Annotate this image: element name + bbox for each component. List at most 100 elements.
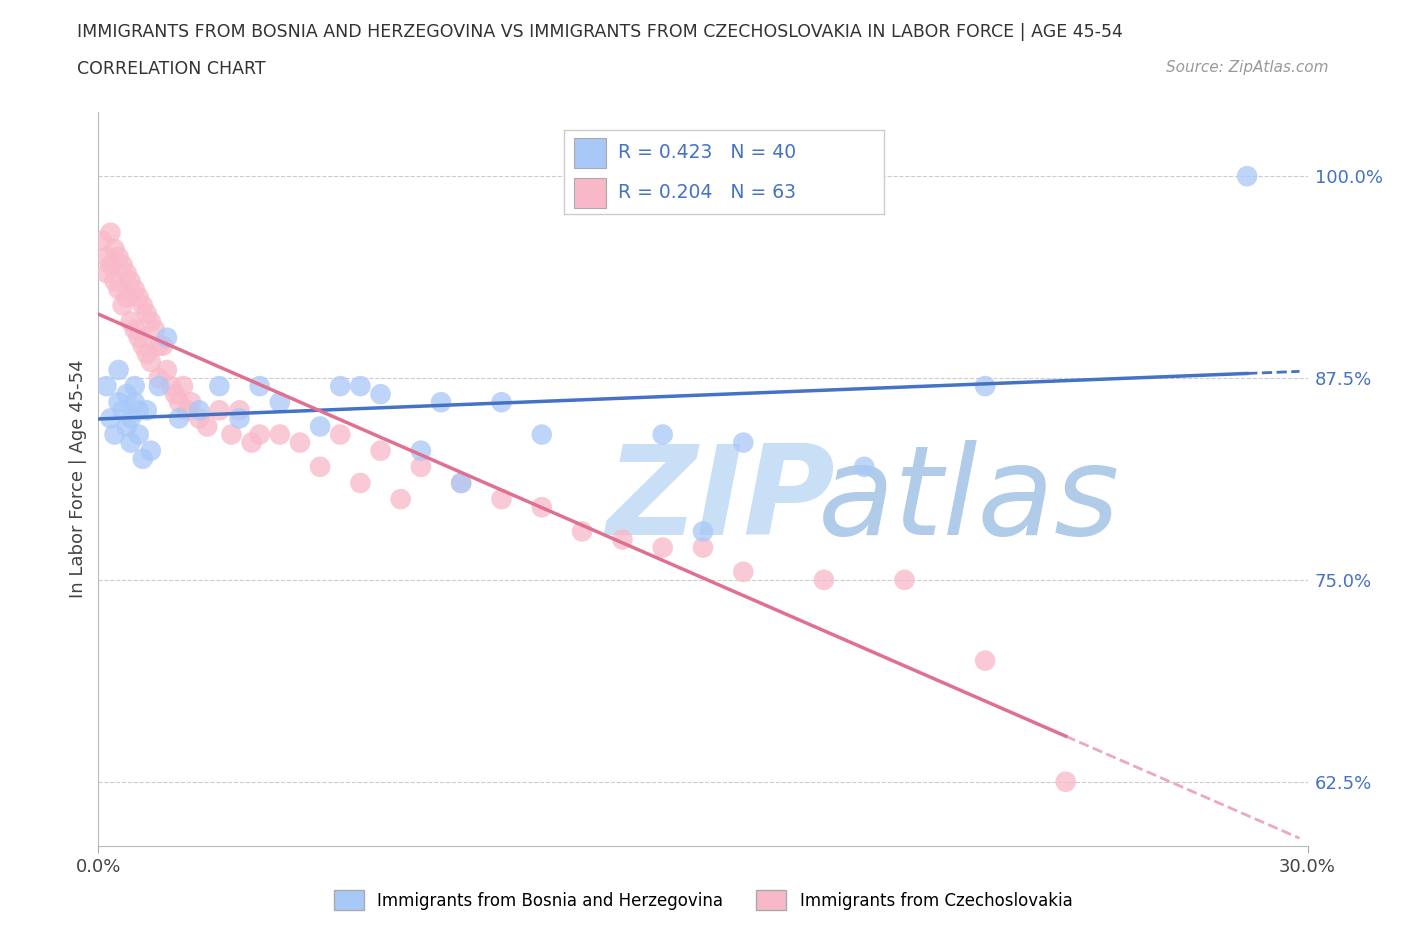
Point [103,427,125,442]
Point [107,249,129,264]
Point [208,379,231,393]
Point [111,258,134,272]
Point [135,403,157,418]
Point [370,444,392,458]
Text: Source: ZipAtlas.com: Source: ZipAtlas.com [1166,60,1329,75]
Point [128,330,150,345]
Point [128,290,150,305]
Point [167,411,190,426]
Point [111,403,134,418]
Point [249,427,271,442]
Point [128,427,150,442]
Point [111,298,134,312]
Point [893,573,915,588]
Text: IMMIGRANTS FROM BOSNIA AND HERZEGOVINA VS IMMIGRANTS FROM CZECHOSLOVAKIA IN LABO: IMMIGRANTS FROM BOSNIA AND HERZEGOVINA V… [77,23,1123,41]
Point [172,379,194,393]
Point [163,387,186,402]
Point [124,322,146,337]
Point [132,339,155,353]
Point [450,475,472,490]
Point [389,492,412,507]
Point [128,403,150,418]
Point [651,540,673,555]
Point [813,573,835,588]
Point [651,427,673,442]
Point [370,387,392,402]
Point [103,273,125,288]
Point [530,499,553,514]
Point [120,273,142,288]
Point [120,314,142,329]
Point [115,290,138,305]
Point [139,314,162,329]
Point [208,403,231,418]
Point [107,395,129,410]
Point [96,249,118,264]
Point [96,379,118,393]
Point [430,395,453,410]
Point [148,339,170,353]
Point [135,306,157,321]
Point [156,363,179,378]
Point [195,419,218,434]
Point [167,395,190,410]
Point [115,419,138,434]
Point [692,540,714,555]
Point [148,379,170,393]
Point [309,459,332,474]
Point [100,411,122,426]
Point [100,258,122,272]
Point [96,266,118,281]
Point [349,475,371,490]
Point [530,427,553,442]
Point [100,225,122,240]
Point [107,282,129,297]
Point [309,419,332,434]
Text: CORRELATION CHART: CORRELATION CHART [77,60,266,78]
Point [120,435,142,450]
Point [1054,775,1077,790]
Point [124,282,146,297]
Point [288,435,311,450]
Point [221,427,243,442]
Point [124,395,146,410]
Point [240,435,263,450]
Point [228,403,250,418]
Point [450,475,472,490]
Point [103,242,125,257]
Point [329,427,352,442]
Text: atlas: atlas [818,441,1121,562]
Point [188,411,211,426]
Point [1236,168,1258,183]
Point [180,395,202,410]
Point [91,233,114,248]
Point [612,532,634,547]
Point [160,379,183,393]
Point [974,653,997,668]
Point [974,379,997,393]
Point [139,444,162,458]
Point [491,492,513,507]
Point [115,387,138,402]
Point [733,565,755,579]
Point [135,346,157,361]
Point [156,330,179,345]
Point [107,363,129,378]
Point [139,354,162,369]
Y-axis label: In Labor Force | Age 45-54: In Labor Force | Age 45-54 [69,360,87,598]
Point [409,444,432,458]
Legend: Immigrants from Bosnia and Herzegovina, Immigrants from Czechoslovakia: Immigrants from Bosnia and Herzegovina, … [328,884,1078,917]
Point [120,411,142,426]
Point [491,395,513,410]
Point [269,427,291,442]
Point [269,395,291,410]
Point [329,379,352,393]
Point [188,403,211,418]
Point [124,379,146,393]
Point [132,298,155,312]
Point [409,459,432,474]
Point [228,411,250,426]
Point [349,379,371,393]
Point [249,379,271,393]
Point [853,459,876,474]
